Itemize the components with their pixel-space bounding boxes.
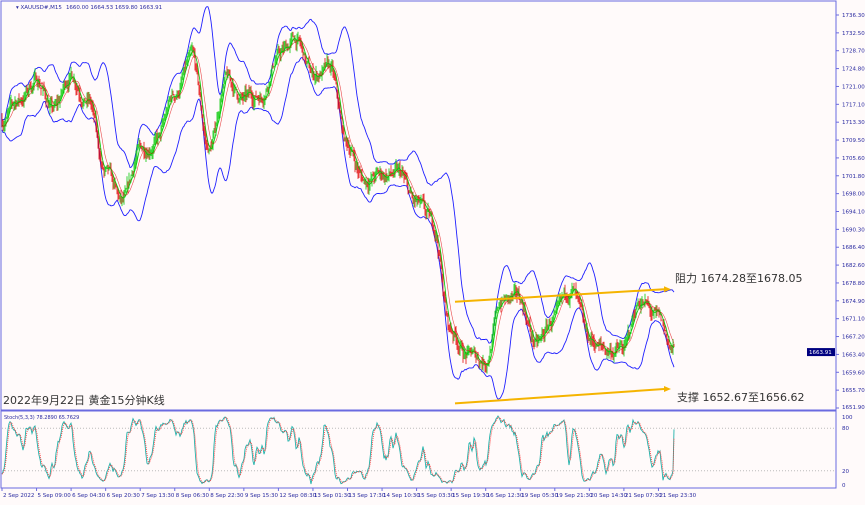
stochastic-panel[interactable]: Stoch(5,3,3) 78.2890 65.7629: [0, 410, 837, 489]
time-tick-label: 6 Sep 20:30: [107, 493, 141, 499]
symbol-header: ▾ XAUUSD#,M15 1660.00 1664.53 1659.80 166…: [16, 5, 162, 11]
resistance-line[interactable]: [454, 288, 665, 303]
time-tick-label: 21 Sep 07:30: [625, 493, 662, 499]
price-tick-label: 1724.80: [842, 67, 865, 73]
price-tick-label: 1709.50: [842, 138, 865, 144]
stoch-main-line: [1, 415, 675, 485]
time-tick-label: 14 Sep 10:30: [383, 493, 420, 499]
price-tick-label: 1701.80: [842, 174, 865, 180]
ohlc-values: 1660.00 1664.53 1659.80 1663.91: [66, 5, 162, 11]
time-tick-label: 16 Sep 12:30: [487, 493, 524, 499]
price-tick-label: 1736.30: [842, 13, 865, 19]
time-tick-label: 5 Sep 09:00: [38, 493, 72, 499]
slow-ma: [1, 39, 675, 365]
support-arrow-icon: [664, 386, 671, 393]
price-tick-label: 1705.60: [842, 156, 865, 162]
fast-ma: [1, 37, 675, 366]
time-tick-label: 20 Sep 14:30: [590, 493, 627, 499]
price-panel[interactable]: ▾ XAUUSD#,M15 1660.00 1664.53 1659.80 166…: [0, 0, 837, 411]
price-tick-label: 1678.80: [842, 281, 865, 287]
time-tick-label: 19 Sep 21:30: [556, 493, 593, 499]
time-tick-label: 8 Sep 06:30: [176, 493, 210, 499]
price-tick-label: 1651.90: [842, 405, 865, 411]
symbol-label: XAUUSD#,M15: [21, 5, 63, 11]
time-tick-label: 15 Sep 19:30: [452, 493, 489, 499]
time-tick-label: 9 Sep 15:30: [245, 493, 279, 499]
support-resistance-lines: [454, 286, 671, 405]
time-tick-label: 15 Sep 03:30: [418, 493, 455, 499]
resistance-arrow-icon: [664, 286, 671, 293]
upper-band: [1, 6, 675, 344]
stoch-tick-label: 0: [842, 483, 846, 489]
time-tick-label: 8 Sep 22:30: [210, 493, 244, 499]
price-tick-label: 1713.30: [842, 120, 865, 126]
price-tick-label: 1663.40: [842, 352, 865, 358]
time-tick-label: 19 Sep 05:30: [521, 493, 558, 499]
moving-averages: [1, 37, 675, 366]
time-tick-label: 7 Sep 13:30: [141, 493, 175, 499]
price-tick-label: 1671.10: [842, 317, 865, 323]
price-tick-label: 1698.00: [842, 192, 865, 198]
current-price-value: 1663.91: [809, 350, 832, 356]
price-tick-label: 1667.20: [842, 335, 865, 341]
price-tick-label: 1728.70: [842, 49, 865, 55]
stoch-tick-label: 100: [842, 415, 853, 421]
time-axis[interactable]: 2 Sep 2022 5 Sep 09:00 6 Sep 04:30 6 Sep 20…: [1, 488, 697, 499]
time-tick-label: 12 Sep 08:30: [279, 493, 316, 499]
stochastic-lines: [1, 415, 835, 485]
time-tick-label: 13 Sep 01:30: [314, 493, 351, 499]
price-tick-label: 1717.10: [842, 102, 865, 108]
collapse-arrow-icon[interactable]: ▾: [16, 5, 21, 11]
price-tick-label: 1690.30: [842, 227, 865, 233]
current-price-tag: [807, 348, 835, 357]
chart-caption: 2022年9月22日 黄金15分钟K线: [3, 393, 165, 407]
price-tick-label: 1682.60: [842, 263, 865, 269]
time-tick-label: 21 Sep 23:30: [659, 493, 696, 499]
stoch-tick-label: 80: [842, 426, 849, 432]
time-tick-label: 6 Sep 04:30: [72, 493, 106, 499]
price-tick-label: 1655.70: [842, 388, 865, 394]
price-axis[interactable]: 1736.30 1732.50 1728.70 1724.80 1721.00 1717.…: [807, 1, 865, 489]
support-label: 支撑 1652.67至1656.62: [677, 390, 804, 404]
price-tick-label: 1686.40: [842, 245, 865, 251]
support-line[interactable]: [454, 388, 665, 405]
price-tick-label: 1721.00: [842, 84, 865, 90]
time-tick-label: 2 Sep 2022: [3, 493, 34, 499]
stoch-signal-line: [1, 416, 675, 484]
price-tick-label: 1674.90: [842, 299, 865, 305]
price-tick-label: 1659.60: [842, 370, 865, 376]
stoch-tick-label: 20: [842, 469, 849, 475]
price-tick-label: 1732.50: [842, 31, 865, 37]
stochastic-panel-border: [0, 410, 837, 489]
time-tick-label: 13 Sep 17:30: [349, 493, 386, 499]
price-tick-label: 1694.10: [842, 210, 865, 216]
stochastic-label: Stoch(5,3,3) 78.2890 65.7629: [4, 415, 79, 421]
resistance-label: 阻力 1674.28至1678.05: [675, 272, 802, 285]
